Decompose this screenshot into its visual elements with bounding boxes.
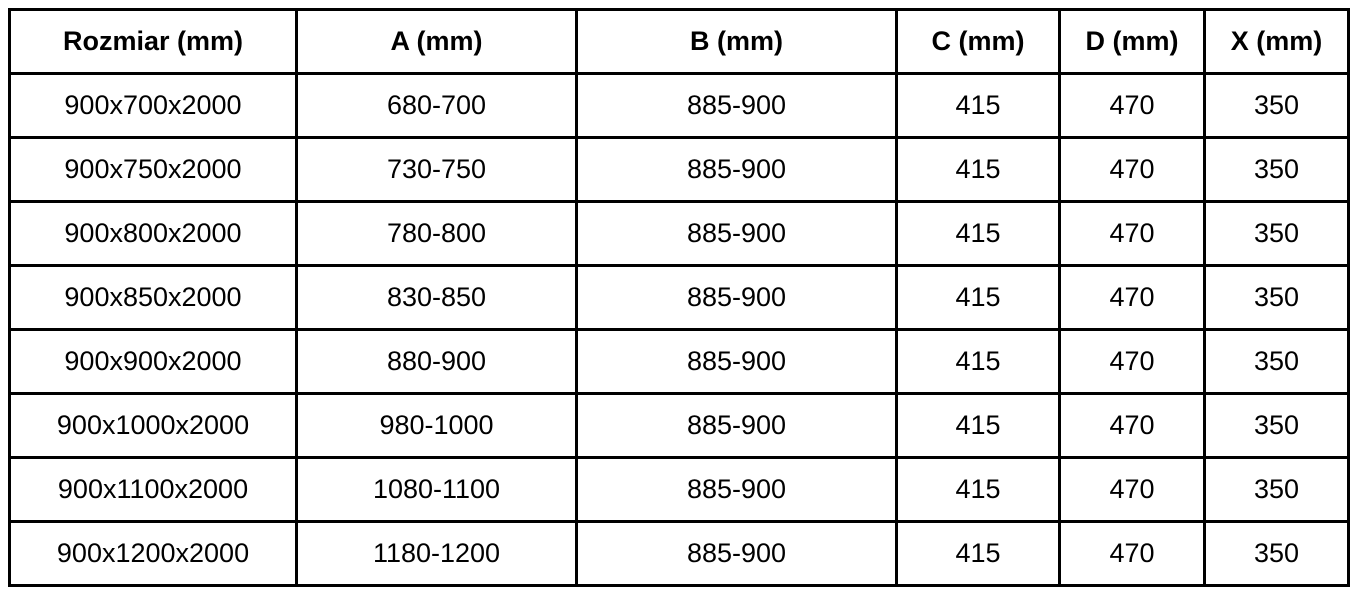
table-cell: 885-900 <box>575 72 898 139</box>
table-cell: 470 <box>1058 136 1206 203</box>
table-cell: 680-700 <box>295 72 578 139</box>
table-cell: 730-750 <box>295 136 578 203</box>
column-header-d: D (mm) <box>1058 8 1206 75</box>
table-cell: 470 <box>1058 264 1206 331</box>
table-cell: 1080-1100 <box>295 456 578 523</box>
table-cell: 900x1000x2000 <box>8 392 298 459</box>
table-cell: 415 <box>895 264 1061 331</box>
table-cell: 350 <box>1203 392 1350 459</box>
table-cell: 900x1100x2000 <box>8 456 298 523</box>
table-row: 900x1000x2000 980-1000 885-900 415 470 3… <box>8 392 1350 459</box>
table-cell: 830-850 <box>295 264 578 331</box>
table-cell: 350 <box>1203 328 1350 395</box>
table-cell: 470 <box>1058 520 1206 587</box>
table-cell: 900x750x2000 <box>8 136 298 203</box>
table-cell: 885-900 <box>575 136 898 203</box>
table-cell: 470 <box>1058 328 1206 395</box>
table-row: 900x750x2000 730-750 885-900 415 470 350 <box>8 136 1350 203</box>
column-header-b: B (mm) <box>575 8 898 75</box>
table-cell: 415 <box>895 456 1061 523</box>
column-header-a: A (mm) <box>295 8 578 75</box>
table-cell: 415 <box>895 392 1061 459</box>
column-header-x: X (mm) <box>1203 8 1350 75</box>
table-cell: 470 <box>1058 72 1206 139</box>
table-cell: 415 <box>895 200 1061 267</box>
table-cell: 885-900 <box>575 456 898 523</box>
table-cell: 470 <box>1058 200 1206 267</box>
table-cell: 885-900 <box>575 264 898 331</box>
table-row: 900x1200x2000 1180-1200 885-900 415 470 … <box>8 520 1350 587</box>
table-cell: 900x700x2000 <box>8 72 298 139</box>
column-header-rozmiar: Rozmiar (mm) <box>8 8 298 75</box>
table-cell: 470 <box>1058 392 1206 459</box>
table-cell: 900x800x2000 <box>8 200 298 267</box>
table-cell: 350 <box>1203 136 1350 203</box>
header-row: Rozmiar (mm) A (mm) B (mm) C (mm) D (mm)… <box>8 8 1350 75</box>
table-cell: 885-900 <box>575 520 898 587</box>
table-cell: 900x1200x2000 <box>8 520 298 587</box>
table-cell: 415 <box>895 72 1061 139</box>
table-cell: 880-900 <box>295 328 578 395</box>
table-cell: 415 <box>895 520 1061 587</box>
table-cell: 900x850x2000 <box>8 264 298 331</box>
table-cell: 350 <box>1203 264 1350 331</box>
table-cell: 1180-1200 <box>295 520 578 587</box>
table-row: 900x900x2000 880-900 885-900 415 470 350 <box>8 328 1350 395</box>
table-row: 900x850x2000 830-850 885-900 415 470 350 <box>8 264 1350 331</box>
dimensions-table: Rozmiar (mm) A (mm) B (mm) C (mm) D (mm)… <box>8 8 1350 587</box>
table-cell: 350 <box>1203 200 1350 267</box>
table-cell: 885-900 <box>575 328 898 395</box>
table-cell: 470 <box>1058 456 1206 523</box>
table-cell: 885-900 <box>575 200 898 267</box>
table-cell: 885-900 <box>575 392 898 459</box>
table-cell: 900x900x2000 <box>8 328 298 395</box>
table-cell: 350 <box>1203 456 1350 523</box>
table-cell: 780-800 <box>295 200 578 267</box>
table-row: 900x800x2000 780-800 885-900 415 470 350 <box>8 200 1350 267</box>
table-cell: 350 <box>1203 72 1350 139</box>
table-cell: 415 <box>895 136 1061 203</box>
table-cell: 415 <box>895 328 1061 395</box>
table-cell: 350 <box>1203 520 1350 587</box>
table-row: 900x700x2000 680-700 885-900 415 470 350 <box>8 72 1350 139</box>
column-header-c: C (mm) <box>895 8 1061 75</box>
table-row: 900x1100x2000 1080-1100 885-900 415 470 … <box>8 456 1350 523</box>
table-cell: 980-1000 <box>295 392 578 459</box>
